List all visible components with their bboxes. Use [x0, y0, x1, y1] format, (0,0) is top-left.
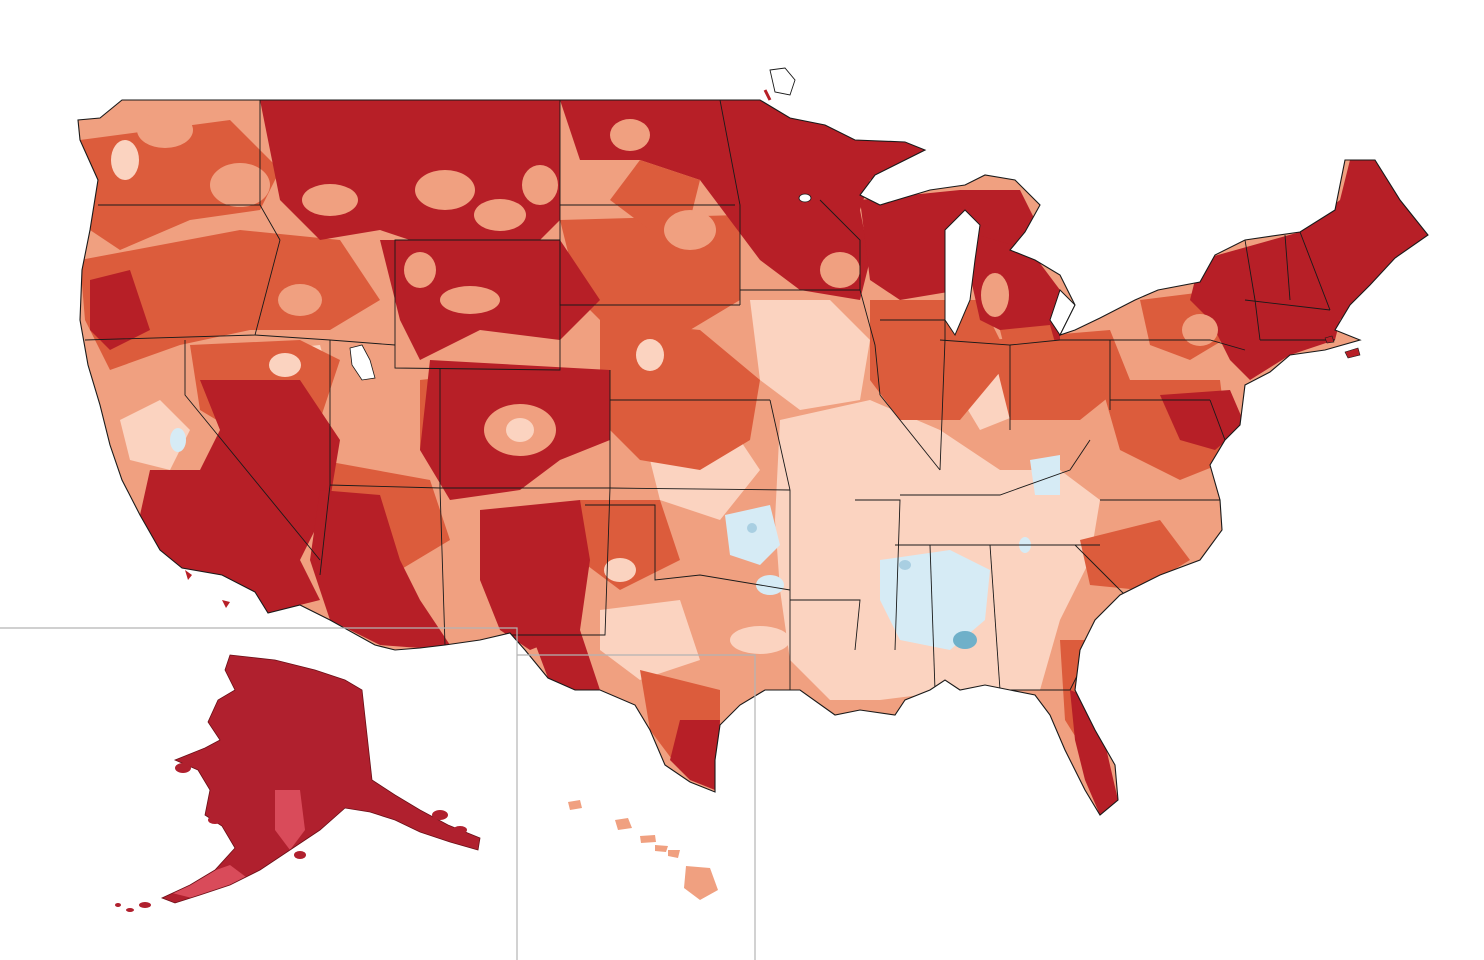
- great-salt-lake: [349, 344, 376, 381]
- inset-frames: [0, 627, 756, 960]
- great-lakes: [944, 209, 1076, 337]
- small-features: [185, 67, 1361, 608]
- alaska-inset: [115, 654, 481, 912]
- hawaii-inset: [568, 800, 718, 900]
- state-borders: [84, 100, 1335, 691]
- cooling-zones: [170, 428, 1060, 650]
- near-zero-spots: [111, 140, 850, 654]
